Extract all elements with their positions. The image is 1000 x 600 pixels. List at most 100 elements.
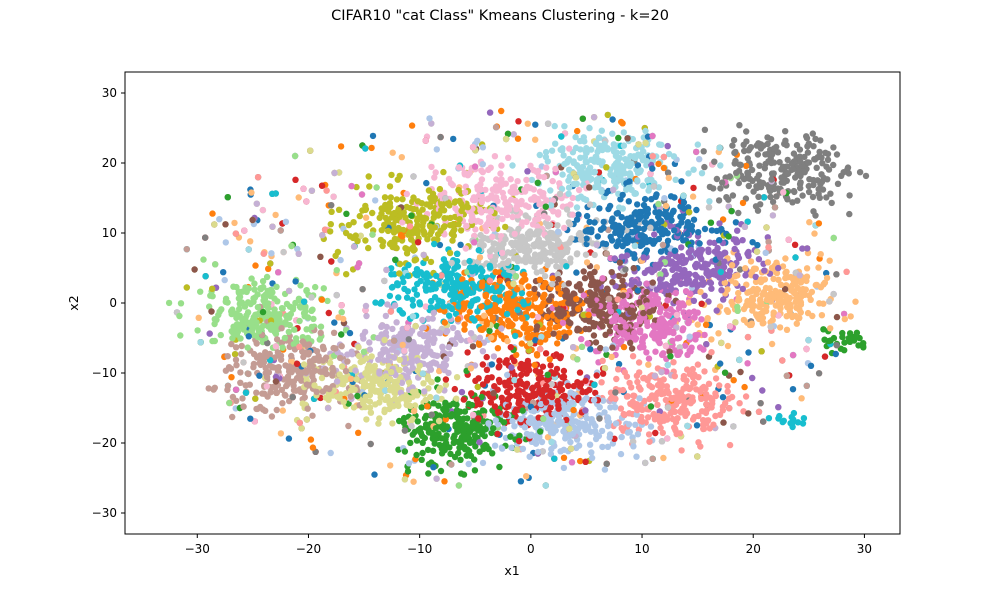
scatter-point bbox=[414, 280, 421, 288]
scatter-point bbox=[658, 141, 665, 148]
scatter-point bbox=[282, 218, 290, 225]
scatter-point bbox=[693, 422, 701, 429]
scatter-point bbox=[183, 246, 190, 253]
scatter-point bbox=[427, 223, 434, 230]
scatter-point bbox=[615, 360, 623, 368]
scatter-point bbox=[494, 408, 502, 416]
scatter-point bbox=[229, 393, 237, 401]
scatter-point bbox=[313, 348, 321, 355]
scatter-point bbox=[284, 381, 291, 388]
scatter-point bbox=[578, 343, 586, 350]
scatter-point bbox=[295, 194, 302, 201]
scatter-point bbox=[689, 193, 697, 200]
scatter-point bbox=[505, 154, 512, 161]
scatter-point bbox=[582, 420, 589, 428]
scatter-point bbox=[510, 131, 517, 138]
scatter-point bbox=[739, 199, 747, 207]
scatter-point bbox=[630, 265, 637, 272]
scatter-point bbox=[389, 149, 396, 156]
scatter-point bbox=[401, 448, 409, 455]
scatter-point bbox=[390, 229, 398, 236]
scatter-point bbox=[560, 464, 568, 472]
scatter-point bbox=[793, 320, 800, 327]
scatter-point bbox=[367, 440, 374, 448]
scatter-point bbox=[499, 215, 506, 223]
scatter-point bbox=[362, 302, 370, 310]
scatter-point bbox=[745, 349, 752, 356]
scatter-point bbox=[640, 309, 647, 317]
scatter-point bbox=[834, 180, 842, 187]
scatter-point bbox=[496, 463, 503, 471]
scatter-point bbox=[490, 353, 498, 360]
scatter-point bbox=[737, 161, 744, 169]
scatter-point bbox=[662, 396, 670, 404]
scatter-point bbox=[565, 219, 572, 226]
scatter-point bbox=[366, 346, 374, 353]
scatter-point bbox=[547, 221, 554, 229]
scatter-point bbox=[678, 178, 685, 185]
scatter-point bbox=[449, 181, 456, 189]
scatter-point bbox=[491, 240, 498, 247]
scatter-point bbox=[244, 344, 251, 351]
scatter-point bbox=[565, 318, 572, 325]
scatter-point bbox=[399, 196, 406, 203]
scatter-point bbox=[710, 421, 717, 428]
scatter-point bbox=[526, 432, 534, 439]
scatter-point bbox=[473, 396, 480, 403]
scatter-point bbox=[492, 124, 500, 131]
scatter-point bbox=[431, 440, 438, 447]
scatter-point bbox=[664, 435, 671, 442]
scatter-point bbox=[177, 332, 184, 339]
scatter-point bbox=[775, 404, 782, 411]
scatter-point bbox=[489, 186, 496, 193]
scatter-point bbox=[208, 308, 215, 315]
scatter-point bbox=[389, 420, 396, 427]
scatter-point bbox=[603, 460, 610, 467]
scatter-point bbox=[307, 147, 314, 154]
scatter-point bbox=[288, 352, 295, 360]
scatter-point bbox=[243, 288, 250, 296]
scatter-point bbox=[326, 359, 334, 366]
scatter-point bbox=[648, 196, 655, 203]
scatter-point bbox=[550, 208, 557, 215]
scatter-point bbox=[583, 259, 591, 266]
scatter-point bbox=[619, 191, 626, 199]
scatter-point bbox=[425, 470, 432, 477]
scatter-point bbox=[442, 376, 450, 383]
scatter-point bbox=[522, 212, 529, 219]
scatter-point bbox=[259, 278, 267, 285]
scatter-point bbox=[311, 367, 319, 374]
scatter-point bbox=[426, 115, 433, 122]
scatter-point bbox=[236, 312, 243, 319]
scatter-point bbox=[641, 269, 648, 277]
scatter-point bbox=[799, 245, 806, 252]
scatter-point bbox=[247, 238, 254, 245]
scatter-point bbox=[238, 299, 246, 306]
scatter-point bbox=[358, 191, 366, 198]
scatter-point bbox=[547, 202, 555, 209]
scatter-point bbox=[653, 191, 660, 198]
scatter-point bbox=[421, 388, 428, 395]
scatter-point bbox=[509, 162, 516, 169]
scatter-point bbox=[575, 442, 583, 449]
scatter-point bbox=[685, 221, 692, 228]
scatter-point bbox=[726, 441, 734, 449]
scatter-point bbox=[429, 447, 437, 454]
scatter-point bbox=[641, 219, 649, 226]
scatter-point bbox=[701, 368, 708, 375]
scatter-point bbox=[183, 284, 190, 291]
scatter-point bbox=[567, 438, 574, 446]
scatter-point bbox=[659, 429, 666, 437]
scatter-point bbox=[433, 146, 440, 153]
scatter-point bbox=[413, 266, 421, 273]
scatter-point bbox=[641, 195, 649, 203]
scatter-point bbox=[318, 182, 326, 189]
scatter-point bbox=[504, 396, 512, 403]
scatter-point bbox=[779, 357, 786, 364]
scatter-point bbox=[482, 293, 489, 300]
scatter-point bbox=[449, 324, 457, 332]
scatter-point bbox=[197, 339, 204, 346]
scatter-point bbox=[734, 227, 741, 234]
scatter-point bbox=[511, 183, 518, 190]
scatter-point bbox=[789, 199, 796, 206]
